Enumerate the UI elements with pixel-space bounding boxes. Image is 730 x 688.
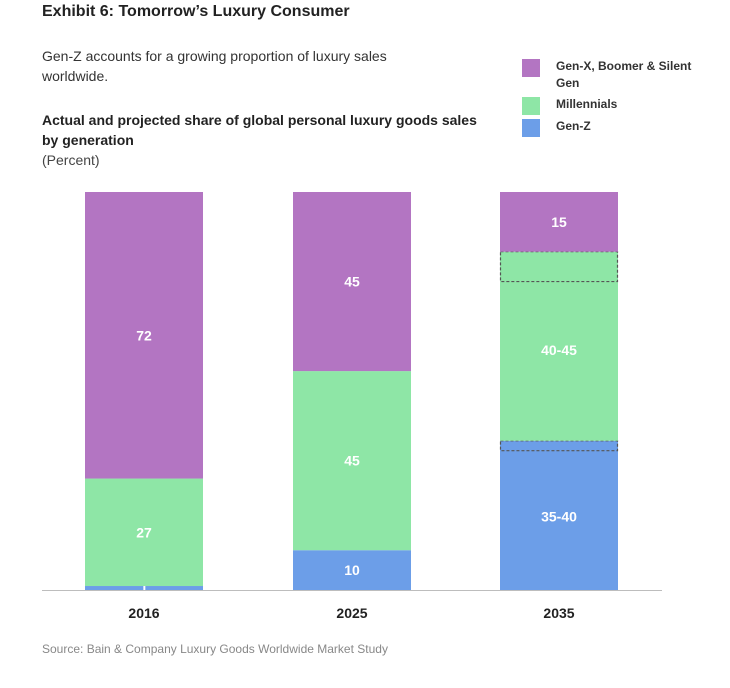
x-tick-label-2016: 2016 xyxy=(128,605,159,621)
data-label-2025-gen-z: 10 xyxy=(344,562,360,578)
data-label-2035-gen-z: 35-40 xyxy=(541,508,577,524)
bar-2035-millennials xyxy=(500,251,618,441)
legend-item-gen-z: Gen-Z xyxy=(522,118,702,140)
legend-swatch-gen-z xyxy=(522,119,540,137)
legend: Gen-X, Boomer & Silent Gen Millennials G… xyxy=(522,58,702,140)
data-label-2025-millennials: 45 xyxy=(344,453,360,469)
bar-2035-gen-x-boomer-silent-gen xyxy=(500,192,618,252)
legend-label-millennials: Millennials xyxy=(556,97,618,111)
data-label-2035-gen-x-boomer-silent-gen: 15 xyxy=(551,214,567,230)
legend-label-gen-z: Gen-Z xyxy=(556,119,591,133)
data-label-2016-gen-z: 1 xyxy=(140,579,148,595)
data-label-2035-millennials: 40-45 xyxy=(541,342,577,358)
data-label-2025-gen-x-boomer-silent-gen: 45 xyxy=(344,274,360,290)
legend-swatch-millennials xyxy=(522,97,540,115)
unit-label: (Percent) xyxy=(42,152,100,168)
data-label-2016-gen-x-boomer-silent-gen: 72 xyxy=(136,327,152,343)
bar-2025-gen-x-boomer-silent-gen xyxy=(293,192,411,372)
exhibit-title: Exhibit 6: Tomorrow’s Luxury Consumer xyxy=(42,3,350,20)
legend-label-older-gens: Gen-X, Boomer & Silent Gen xyxy=(556,59,692,90)
uncertainty-band-2035-gen-z xyxy=(499,440,619,452)
data-label-2016-millennials: 27 xyxy=(136,524,152,540)
subtitle: Gen-Z accounts for a growing proportion … xyxy=(42,48,387,84)
bar-2035-gen-z xyxy=(500,440,618,590)
legend-item-millennials: Millennials xyxy=(522,96,702,118)
bar-2025-gen-z xyxy=(293,550,411,590)
legend-item-older-gens: Gen-X, Boomer & Silent Gen xyxy=(522,58,702,96)
uncertainty-band-2035-millennials xyxy=(499,251,619,283)
bar-2016-millennials xyxy=(85,478,203,587)
bar-2016-gen-z xyxy=(85,586,203,590)
bar-2016-gen-x-boomer-silent-gen xyxy=(85,192,203,479)
chart-title: Actual and projected share of global per… xyxy=(42,112,477,148)
bar-2025-millennials xyxy=(293,371,411,551)
source-note: Source: Bain & Company Luxury Goods Worl… xyxy=(42,642,388,656)
x-tick-label-2025: 2025 xyxy=(336,605,367,621)
x-tick-label-2035: 2035 xyxy=(543,605,574,621)
legend-swatch-older-gens xyxy=(522,59,540,77)
